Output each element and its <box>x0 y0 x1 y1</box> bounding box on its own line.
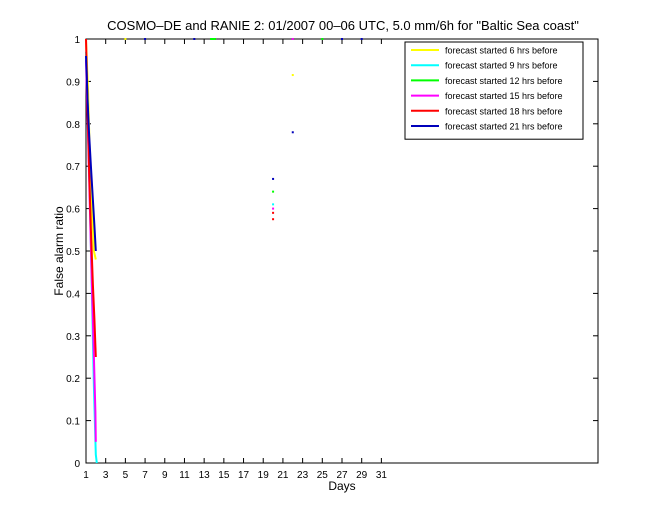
series-point <box>321 38 324 40</box>
x-tick-label: 15 <box>218 470 230 481</box>
series-point <box>291 74 294 77</box>
legend-entry: forecast started 21 hrs before <box>445 122 563 132</box>
x-tick-label: 11 <box>179 470 190 481</box>
y-tick-label: 0.4 <box>66 289 80 300</box>
x-tick-label: 9 <box>162 470 168 481</box>
y-tick-label: 0.1 <box>66 417 80 428</box>
x-tick-label: 19 <box>258 470 270 481</box>
series-point <box>291 38 294 40</box>
series-point <box>272 218 275 221</box>
x-tick-label: 29 <box>356 470 368 481</box>
series-4 <box>85 38 294 442</box>
series-point <box>272 190 275 193</box>
legend-box <box>404 41 584 140</box>
x-tick-label: 27 <box>336 470 348 481</box>
series-layer <box>85 38 363 464</box>
legend-entry: forecast started 6 hrs before <box>445 46 558 56</box>
series-point <box>360 38 363 40</box>
y-tick-label: 0.6 <box>66 205 80 216</box>
series-point <box>193 38 196 40</box>
x-tick-label: 5 <box>123 470 129 481</box>
y-tick-label: 0.2 <box>66 374 80 385</box>
y-tick-label: 0.7 <box>66 162 80 173</box>
chart-title: COSMO–DE and RANIE 2: 01/2007 00–06 UTC,… <box>107 18 579 33</box>
x-tick-label: 21 <box>277 470 289 481</box>
x-tick-label: 7 <box>142 470 148 481</box>
series-line <box>85 55 97 252</box>
y-tick-label: 1 <box>74 35 80 46</box>
y-tick-label: 0.9 <box>66 77 80 88</box>
x-tick-label: 13 <box>199 470 211 481</box>
x-tick-label: 23 <box>297 470 309 481</box>
series-point <box>124 38 127 40</box>
series-1 <box>85 38 294 260</box>
legend: forecast started 6 hrs before forecast st… <box>404 41 584 140</box>
legend-entry: forecast started 18 hrs before <box>445 106 563 116</box>
y-axis-label: False alarm ratio <box>52 206 66 296</box>
y-tick-label: 0.8 <box>66 120 80 131</box>
x-tick-label: 17 <box>238 470 250 481</box>
series-point <box>144 38 147 40</box>
x-tick-label: 3 <box>103 470 109 481</box>
x-tick-label: 1 <box>83 470 89 481</box>
series-5 <box>85 38 275 358</box>
series-point <box>272 177 275 180</box>
series-point <box>291 131 294 134</box>
y-tick-label: 0.5 <box>66 247 80 258</box>
x-axis-label: Days <box>328 479 355 493</box>
y-tick-label: 0 <box>74 459 80 470</box>
axis-ticks: 1 3 5 7 9 11 13 15 17 19 21 23 25 27 29 3100.10.20.30.4… <box>66 35 598 481</box>
legend-entry: forecast started 12 hrs before <box>445 76 563 86</box>
series-point <box>272 203 275 206</box>
series-6 <box>85 38 363 252</box>
series-point <box>272 211 275 214</box>
y-tick-label: 0.3 <box>66 332 80 343</box>
series-point <box>272 207 275 210</box>
x-tick-label: 31 <box>376 470 388 481</box>
legend-entry: forecast started 15 hrs before <box>445 91 563 101</box>
series-3 <box>210 38 324 193</box>
series-2 <box>85 38 275 464</box>
x-tick-label: 25 <box>317 470 329 481</box>
series-point <box>341 38 343 40</box>
legend-entry: forecast started 9 hrs before <box>445 61 558 71</box>
